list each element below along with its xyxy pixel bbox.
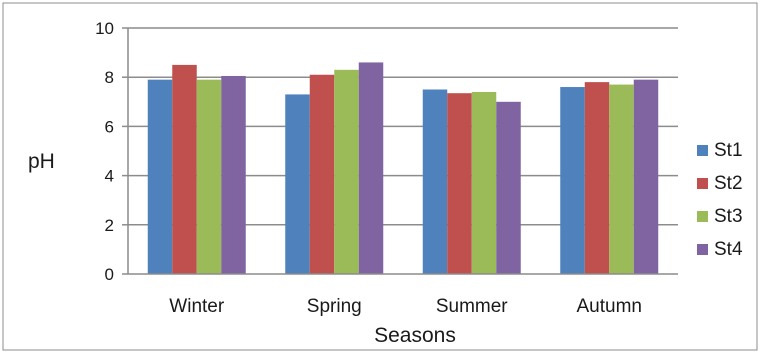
y-tick-label: 4: [105, 167, 114, 186]
legend-label: St4: [714, 239, 743, 260]
bar-st1-spring: [285, 94, 310, 274]
bar-st3-winter: [196, 79, 222, 274]
bar-st2-winter: [172, 64, 197, 275]
y-tick-label: 0: [105, 265, 114, 284]
bar-st1-summer: [422, 89, 448, 274]
bar-st2-autumn: [584, 82, 610, 275]
x-axis-title: Seasons: [374, 324, 456, 347]
y-tick-label: 8: [105, 68, 114, 87]
legend-swatch-st1: [697, 145, 708, 156]
legend: St1 St2 St3 St4: [697, 140, 743, 260]
legend-label: St3: [714, 206, 743, 227]
bar-st1-winter: [147, 79, 173, 274]
bar-st3-autumn: [609, 84, 634, 274]
legend-label: St1: [714, 140, 743, 161]
x-tick-label: Summer: [436, 296, 508, 317]
y-tick-label: 2: [105, 216, 114, 235]
tick-labels: 0 2 4 6 8 10 Winter Spring Summer Autumn: [95, 19, 642, 317]
bar-st4-summer: [496, 101, 521, 274]
legend-label: St2: [714, 173, 743, 194]
legend-swatch-st4: [697, 244, 708, 255]
y-tick-label: 10: [95, 19, 114, 38]
bar-st4-winter: [221, 75, 246, 274]
x-tick-label: Winter: [169, 296, 225, 317]
bar-st4-autumn: [633, 79, 659, 274]
y-tick-label: 6: [105, 117, 114, 136]
bar-st3-summer: [471, 91, 497, 275]
bar-st4-spring: [358, 62, 384, 274]
bar-st3-spring: [334, 69, 359, 274]
x-tick-label: Autumn: [577, 296, 642, 317]
bars: [147, 62, 659, 275]
bar-st2-summer: [447, 93, 472, 274]
bar-st2-spring: [309, 74, 335, 275]
legend-swatch-st2: [697, 178, 708, 189]
bar-st1-autumn: [560, 87, 585, 274]
legend-swatch-st3: [697, 211, 708, 222]
y-axis-title: pH: [28, 150, 55, 173]
axes: [122, 27, 678, 275]
x-tick-label: Spring: [307, 296, 362, 317]
